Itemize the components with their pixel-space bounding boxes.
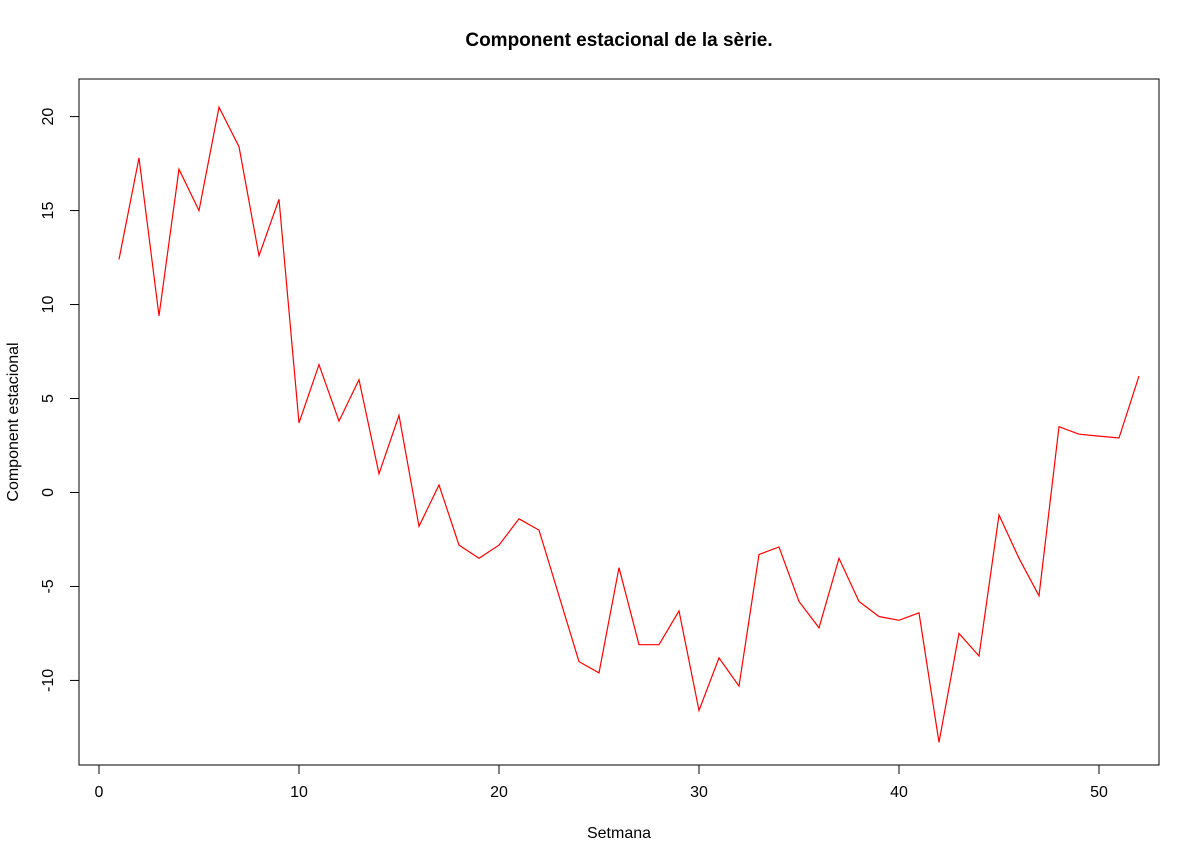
y-tick-label: -10: [40, 669, 57, 692]
x-axis: 0 10 20 30 40 50: [95, 764, 1108, 801]
chart-title: Component estacional de la sèrie.: [465, 30, 772, 51]
y-tick-label: 20: [40, 108, 57, 126]
y-tick-label: -5: [40, 579, 57, 593]
x-tick-label: 30: [690, 784, 708, 801]
x-tick-label: 40: [890, 784, 908, 801]
y-axis: -10 -5 0 5 10 15 20: [40, 108, 80, 692]
y-tick-label: 5: [40, 394, 57, 403]
x-tick-label: 10: [290, 784, 308, 801]
plot-frame: [78, 78, 1160, 766]
x-tick-label: 20: [490, 784, 508, 801]
x-tick-label: 0: [95, 784, 104, 801]
y-axis-label: Component estacional: [5, 342, 22, 501]
x-tick-label: 50: [1090, 784, 1108, 801]
y-tick-label: 0: [40, 488, 57, 497]
y-tick-label: 10: [40, 296, 57, 314]
series-line-0: [118, 105, 1140, 743]
x-axis-label: Setmana: [587, 825, 651, 842]
series-layer: [118, 105, 1140, 743]
y-tick-label: 15: [40, 202, 57, 220]
